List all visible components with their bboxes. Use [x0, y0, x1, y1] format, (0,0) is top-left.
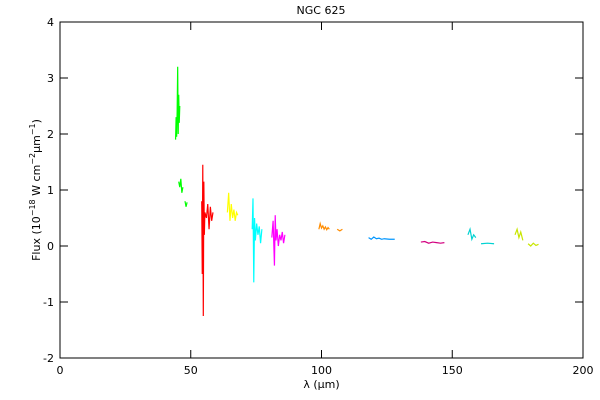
y-label-part: Flux (10 — [30, 216, 43, 261]
spectrum-line — [514, 227, 539, 247]
y-tick-label: 0 — [47, 240, 54, 253]
x-tick-label: 50 — [184, 364, 198, 377]
spectrum-line — [174, 66, 188, 207]
y-label-part: −1 — [28, 123, 37, 135]
y-label-part: μm — [30, 135, 43, 153]
chart-title: NGC 625 — [297, 4, 346, 17]
spectrum-line — [420, 240, 445, 244]
spectrum-line — [201, 164, 214, 317]
spectrum-line — [271, 215, 286, 266]
x-tick-label: 200 — [573, 364, 594, 377]
x-label-part: m) — [325, 378, 340, 391]
spectrum-line — [318, 221, 343, 232]
x-axis-label: λ (μm) — [303, 378, 339, 391]
y-label-part: −2 — [28, 153, 37, 165]
y-label-part: −18 — [28, 199, 37, 216]
y-label-part: ) — [30, 119, 43, 123]
y-label-part: W cm — [30, 165, 43, 200]
spectrum-line — [226, 192, 239, 221]
y-tick-label: 1 — [47, 184, 54, 197]
y-tick-label: 2 — [47, 128, 54, 141]
y-axis-label: Flux (10−18 W cm−2μm−1) — [28, 119, 43, 261]
x-tick-label: 0 — [57, 364, 64, 377]
y-tick-label: 4 — [47, 16, 54, 29]
x-tick-label: 150 — [442, 364, 463, 377]
y-tick-label: -2 — [43, 352, 54, 365]
spectrum-line — [251, 198, 263, 283]
spectrum-line — [467, 226, 495, 245]
y-tick-label: -1 — [43, 296, 54, 309]
spectrum-line — [368, 236, 395, 241]
x-label-part: λ ( — [303, 378, 317, 391]
x-tick-label: 100 — [311, 364, 332, 377]
x-label-part: μ — [318, 378, 325, 391]
y-tick-label: 3 — [47, 72, 54, 85]
